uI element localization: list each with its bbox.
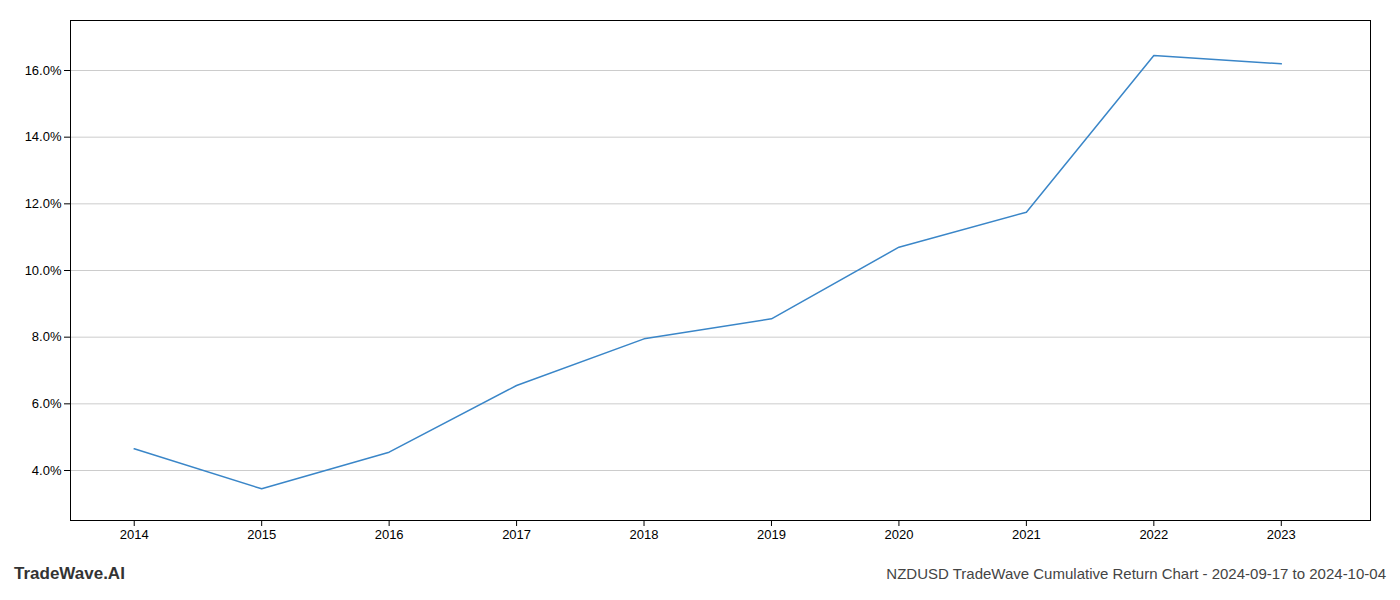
svg-text:2015: 2015 bbox=[247, 527, 276, 542]
svg-text:2022: 2022 bbox=[1139, 527, 1168, 542]
svg-text:2020: 2020 bbox=[884, 527, 913, 542]
svg-text:2019: 2019 bbox=[757, 527, 786, 542]
svg-text:14.0%: 14.0% bbox=[25, 129, 62, 144]
svg-text:2023: 2023 bbox=[1267, 527, 1296, 542]
svg-text:2014: 2014 bbox=[120, 527, 149, 542]
svg-text:4.0%: 4.0% bbox=[32, 463, 62, 478]
svg-text:2021: 2021 bbox=[1012, 527, 1041, 542]
svg-text:2017: 2017 bbox=[502, 527, 531, 542]
svg-text:2018: 2018 bbox=[630, 527, 659, 542]
svg-text:2016: 2016 bbox=[375, 527, 404, 542]
html-text:TradeWave.AI: TradeWave.AI bbox=[14, 564, 125, 583]
svg-text:16.0%: 16.0% bbox=[25, 63, 62, 78]
svg-text:6.0%: 6.0% bbox=[32, 396, 62, 411]
svg-text:10.0%: 10.0% bbox=[25, 263, 62, 278]
svg-text:12.0%: 12.0% bbox=[25, 196, 62, 211]
html-text:NZDUSD TradeWave Cumulative Re: NZDUSD TradeWave Cumulative Return Chart… bbox=[886, 565, 1386, 582]
svg-text:8.0%: 8.0% bbox=[32, 329, 62, 344]
